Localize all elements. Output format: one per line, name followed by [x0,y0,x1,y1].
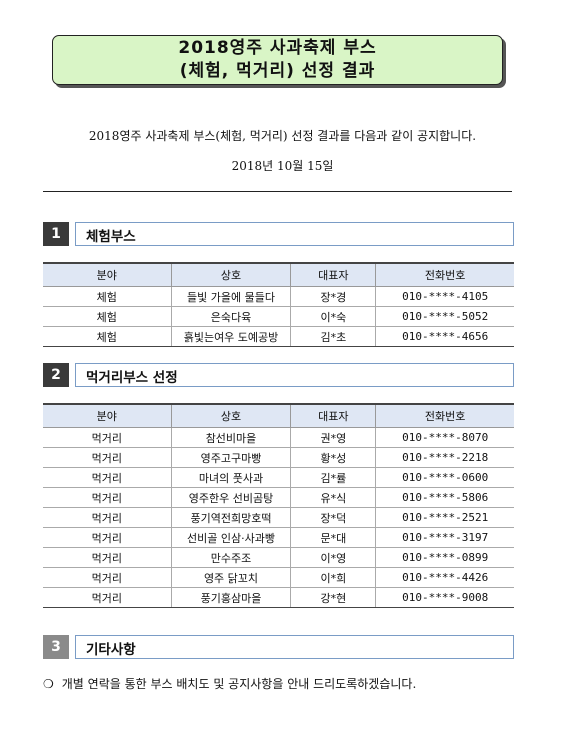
title-line-1: 2018영주 사과축제 부스 [178,38,377,58]
table-row: 먹거리 참선비마을 권*영 010-****-8070 [43,427,514,448]
table-cell: 풍기홍삼마을 [170,587,292,608]
table-cell: 010-****-4426 [375,567,514,588]
section-number: 2 [43,363,69,387]
table-cell: 010-****-0600 [375,467,514,488]
table-cell: 권*영 [290,427,377,448]
title-line-2: (체험, 먹거리) 선정 결과 [179,61,376,81]
other-note: ❍ 개별 연락을 통한 부스 배치도 및 공지사항을 안내 드리도록하겠습니다. [43,675,416,692]
table-cell: 먹거리 [43,547,172,568]
divider [43,191,512,192]
section-title-bar: 기타사항 [75,635,514,659]
table-header-row: 분야 상호 대표자 전화번호 [43,262,514,287]
table-cell: 김*률 [290,467,377,488]
column-header: 상호 [170,403,292,428]
table-row: 먹거리 풍기역전희망호떡 장*덕 010-****-2521 [43,507,514,528]
table-cell: 영주고구마빵 [170,447,292,468]
table-cell: 참선비마을 [170,427,292,448]
table-cell: 이*희 [290,567,377,588]
section-number: 3 [43,635,69,659]
table-cell: 먹거리 [43,447,172,468]
experience-booth-table: 분야 상호 대표자 전화번호 체험 들빛 가을에 물들다 장*경 010-****-4… [43,262,514,347]
table-cell: 체험 [43,326,172,347]
column-header: 분야 [43,262,172,287]
note-text: 개별 연락을 통한 부스 배치도 및 공지사항을 안내 드리도록하겠습니다. [61,677,417,691]
table-cell: 먹거리 [43,527,172,548]
table-row: 먹거리 영주고구마빵 황*성 010-****-2218 [43,447,514,468]
table-cell: 010-****-5806 [375,487,514,508]
table-cell: 영주 닭꼬치 [170,567,292,588]
announcement-date: 2018년 10월 15일 [231,159,334,173]
table-cell: 영주한우 선비곰탕 [170,487,292,508]
table-cell: 문*대 [290,527,377,548]
table-cell: 김*초 [290,326,377,347]
table-cell: 흙빛는여우 도예공방 [170,326,292,347]
table-cell: 먹거리 [43,467,172,488]
section-title-bar: 체험부스 [75,222,514,246]
table-cell: 장*덕 [290,507,377,528]
section-number: 1 [43,222,69,246]
column-header: 전화번호 [375,403,514,428]
table-cell: 010-****-2521 [375,507,514,528]
table-cell: 강*현 [290,587,377,608]
column-header: 대표자 [290,262,377,287]
table-row: 먹거리 선비골 인삼·사과빵 문*대 010-****-3197 [43,527,514,548]
table-cell: 만수주조 [170,547,292,568]
section-title: 체험부스 [86,229,136,245]
section-title: 먹거리부스 선정 [86,370,178,386]
section-header-experience: 1 체험부스 [43,222,514,246]
table-cell: 선비골 인삼·사과빵 [170,527,292,548]
table-cell: 황*성 [290,447,377,468]
table-cell: 체험 [43,286,172,307]
table-row: 먹거리 만수주조 이*영 010-****-0899 [43,547,514,568]
table-row: 먹거리 영주한우 선비곰탕 유*식 010-****-5806 [43,487,514,508]
table-row: 먹거리 마녀의 풋사과 김*률 010-****-0600 [43,467,514,488]
table-cell: 풍기역전희망호떡 [170,507,292,528]
table-cell: 이*숙 [290,306,377,327]
column-header: 전화번호 [375,262,514,287]
table-cell: 먹거리 [43,587,172,608]
column-header: 대표자 [290,403,377,428]
table-cell: 들빛 가을에 물들다 [170,286,292,307]
section-header-other: 3 기타사항 [43,635,514,659]
table-cell: 먹거리 [43,507,172,528]
bullet-icon: ❍ [43,677,54,691]
table-cell: 010-****-3197 [375,527,514,548]
table-cell: 이*영 [290,547,377,568]
table-cell: 010-****-2218 [375,447,514,468]
section-title: 기타사항 [86,642,136,658]
table-row: 체험 들빛 가을에 물들다 장*경 010-****-4105 [43,286,514,307]
section-header-food: 2 먹거리부스 선정 [43,363,514,387]
table-cell: 유*식 [290,487,377,508]
intro-text: 2018영주 사과축제 부스(체험, 먹거리) 선정 결과를 다음과 같이 공지… [88,129,477,143]
column-header: 분야 [43,403,172,428]
table-cell: 장*경 [290,286,377,307]
table-row: 체험 은숙다육 이*숙 010-****-5052 [43,306,514,327]
table-cell: 010-****-0899 [375,547,514,568]
column-header: 상호 [170,262,292,287]
table-cell: 먹거리 [43,487,172,508]
table-cell: 먹거리 [43,427,172,448]
table-cell: 010-****-8070 [375,427,514,448]
table-cell: 010-****-4656 [375,326,514,347]
section-title-bar: 먹거리부스 선정 [75,363,514,387]
table-cell: 010-****-9008 [375,587,514,608]
table-cell: 마녀의 풋사과 [170,467,292,488]
table-cell: 010-****-5052 [375,306,514,327]
table-cell: 010-****-4105 [375,286,514,307]
table-header-row: 분야 상호 대표자 전화번호 [43,403,514,428]
table-cell: 체험 [43,306,172,327]
table-row: 먹거리 풍기홍삼마을 강*현 010-****-9008 [43,587,514,608]
table-cell: 은숙다육 [170,306,292,327]
food-booth-table: 분야 상호 대표자 전화번호 먹거리 참선비마을 권*영 010-****-8070 먹… [43,403,514,608]
table-row: 체험 흙빛는여우 도예공방 김*초 010-****-4656 [43,326,514,347]
title-box: 2018영주 사과축제 부스 (체험, 먹거리) 선정 결과 [52,35,503,85]
table-row: 먹거리 영주 닭꼬치 이*희 010-****-4426 [43,567,514,588]
table-cell: 먹거리 [43,567,172,588]
